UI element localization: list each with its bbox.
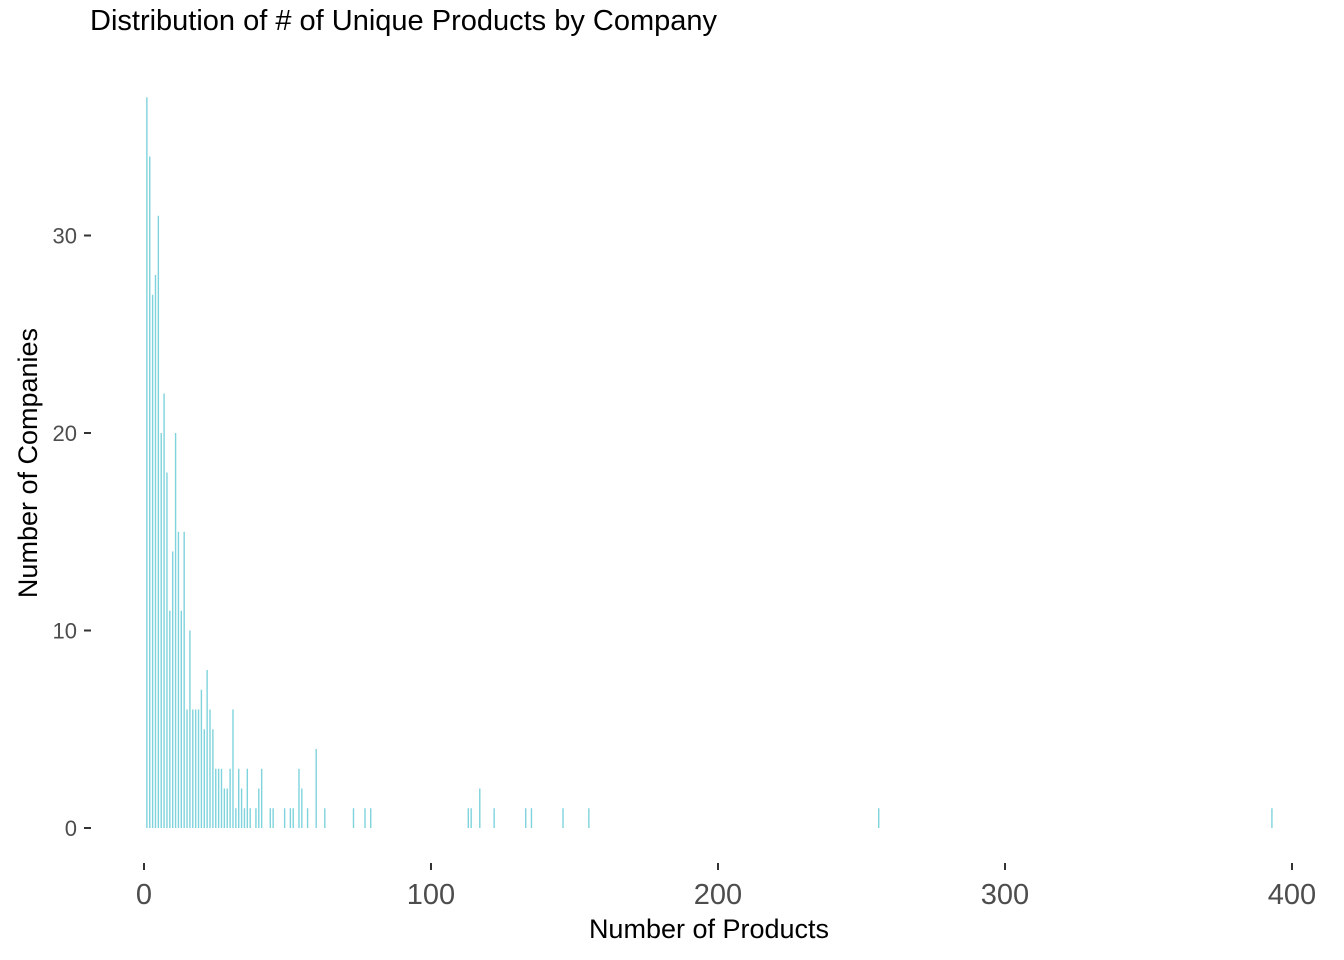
- x-axis: 0 100 200 300 400: [136, 863, 1316, 911]
- x-tick-label: 100: [407, 879, 455, 911]
- histogram-bar: [157, 215, 160, 828]
- y-tick-label: 10: [53, 619, 77, 644]
- histogram-bar: [878, 808, 880, 828]
- histogram-bar: [493, 808, 495, 828]
- histogram-bar: [470, 808, 472, 828]
- histogram-bar: [200, 689, 203, 828]
- histogram-bar: [229, 768, 231, 828]
- histogram-bar: [169, 610, 171, 828]
- histogram-bar: [289, 808, 292, 828]
- histogram-bar: [217, 768, 220, 828]
- histogram-bar: [315, 749, 317, 828]
- histogram-bar: [212, 729, 214, 828]
- chart-title: Distribution of # of Unique Products by …: [90, 5, 718, 37]
- histogram-bar: [220, 768, 223, 828]
- histogram-bar: [272, 808, 274, 828]
- histogram-bar: [235, 808, 237, 828]
- y-tick-label: 20: [53, 421, 77, 446]
- histogram-bar: [174, 433, 177, 828]
- y-axis: 0 10 20 30: [53, 224, 91, 841]
- y-tick-label: 30: [53, 224, 77, 249]
- histogram-bar: [226, 788, 228, 828]
- histogram-bar: [166, 472, 168, 828]
- histogram-bar: [223, 788, 226, 828]
- histogram-bar: [283, 808, 286, 828]
- histogram-bar: [238, 768, 240, 828]
- histogram-bar: [525, 808, 527, 828]
- histogram-bar: [240, 788, 243, 828]
- histogram-bar: [324, 808, 326, 828]
- histogram-bar: [183, 531, 185, 828]
- histogram-bar: [203, 729, 205, 828]
- histogram-bar: [154, 275, 157, 828]
- histogram-bar: [146, 97, 148, 828]
- histogram-bar: [370, 808, 372, 828]
- histogram-bar: [467, 808, 470, 828]
- histogram-bar: [186, 709, 188, 828]
- histogram-bar: [151, 294, 154, 828]
- histogram-bar: [172, 551, 174, 828]
- y-axis-title: Number of Companies: [13, 328, 43, 598]
- bars-group: [146, 97, 1273, 828]
- histogram-bar: [292, 808, 294, 828]
- histogram-bar: [301, 788, 303, 828]
- histogram-bar: [180, 610, 183, 828]
- histogram-bar: [149, 156, 151, 828]
- histogram-bar: [306, 808, 309, 828]
- histogram-bar: [479, 788, 481, 828]
- histogram-bar: [588, 808, 590, 828]
- x-tick-label: 400: [1268, 879, 1316, 911]
- histogram-bar: [1271, 808, 1273, 828]
- histogram-bar: [209, 709, 211, 828]
- histogram-bar: [562, 808, 564, 828]
- histogram-bar: [258, 788, 260, 828]
- histogram-bar: [246, 768, 249, 828]
- histogram-bar: [364, 808, 366, 828]
- histogram-bar: [269, 808, 271, 828]
- histogram-bar: [194, 709, 197, 828]
- histogram-bar: [189, 630, 191, 828]
- x-tick-label: 0: [136, 879, 152, 911]
- y-tick-label: 0: [65, 816, 77, 841]
- x-tick-label: 200: [694, 879, 742, 911]
- histogram-bar: [255, 808, 257, 828]
- histogram-bar: [260, 768, 263, 828]
- histogram-bar: [160, 433, 162, 828]
- histogram-bar: [249, 808, 251, 828]
- histogram-bar: [530, 808, 533, 828]
- histogram-bar: [243, 808, 246, 828]
- histogram-bar: [215, 768, 217, 828]
- histogram-bar: [177, 531, 180, 828]
- histogram-bar: [163, 393, 165, 828]
- histogram-bar: [206, 670, 208, 828]
- histogram-bar: [352, 808, 355, 828]
- histogram-bar: [197, 709, 200, 828]
- x-axis-title: Number of Products: [589, 914, 829, 944]
- x-tick-label: 300: [981, 879, 1029, 911]
- histogram-bar: [232, 709, 234, 828]
- histogram-bar: [298, 768, 300, 828]
- histogram-bar: [192, 709, 194, 828]
